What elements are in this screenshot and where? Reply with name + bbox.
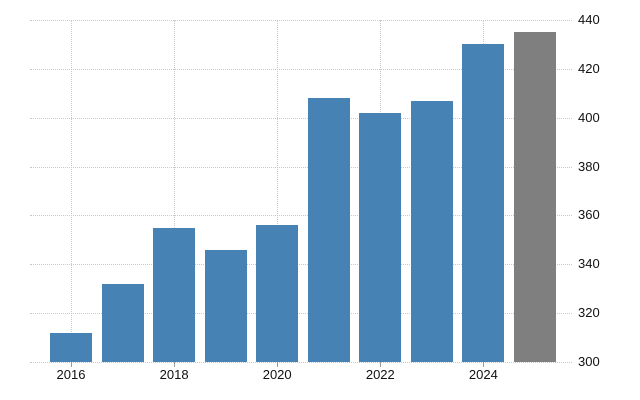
y-axis-tick-label: 440 bbox=[578, 12, 600, 27]
forecast-bar-2025 bbox=[513, 32, 556, 362]
x-axis-tick-label: 2018 bbox=[159, 367, 189, 382]
x-axis-tick bbox=[174, 362, 176, 367]
bar-2024 bbox=[462, 44, 505, 362]
x-axis-tick-label: 2022 bbox=[365, 367, 395, 382]
h-gridline bbox=[30, 166, 572, 168]
y-axis-tick-label: 360 bbox=[578, 207, 600, 223]
h-gridline bbox=[30, 215, 572, 217]
bar-2016 bbox=[50, 332, 92, 362]
x-axis-tick-label: 2020 bbox=[262, 367, 292, 382]
y-axis-tick-label: 380 bbox=[578, 158, 600, 174]
h-gridline bbox=[30, 264, 572, 266]
x-axis-tick bbox=[483, 362, 485, 367]
h-gridline bbox=[30, 20, 572, 21]
x-axis-tick bbox=[277, 362, 279, 367]
y-axis-tick-label: 400 bbox=[578, 109, 600, 125]
bar-2023 bbox=[410, 100, 453, 362]
x-axis-tick bbox=[71, 362, 72, 367]
bar-2020 bbox=[256, 225, 299, 362]
bar-2017 bbox=[101, 283, 144, 362]
h-gridline bbox=[30, 68, 572, 70]
x-axis-tick-label: 2016 bbox=[56, 367, 86, 382]
y-axis-tick-label: 300 bbox=[578, 354, 600, 369]
v-gridline bbox=[174, 20, 176, 362]
bar-2022 bbox=[359, 112, 402, 362]
y-axis-tick-label: 340 bbox=[578, 256, 600, 272]
y-axis-tick-label: 420 bbox=[578, 60, 600, 76]
h-gridline bbox=[30, 313, 572, 315]
h-gridline bbox=[30, 117, 572, 119]
bar-2018 bbox=[153, 227, 196, 362]
x-axis-tick-label: 2024 bbox=[468, 367, 498, 382]
x-axis-tick bbox=[380, 362, 382, 367]
bar-2019 bbox=[204, 249, 247, 362]
v-gridline bbox=[277, 20, 279, 362]
h-gridline bbox=[30, 362, 572, 363]
v-gridline bbox=[71, 20, 72, 362]
bar-2021 bbox=[307, 98, 350, 362]
y-axis-tick-label: 320 bbox=[578, 305, 600, 321]
